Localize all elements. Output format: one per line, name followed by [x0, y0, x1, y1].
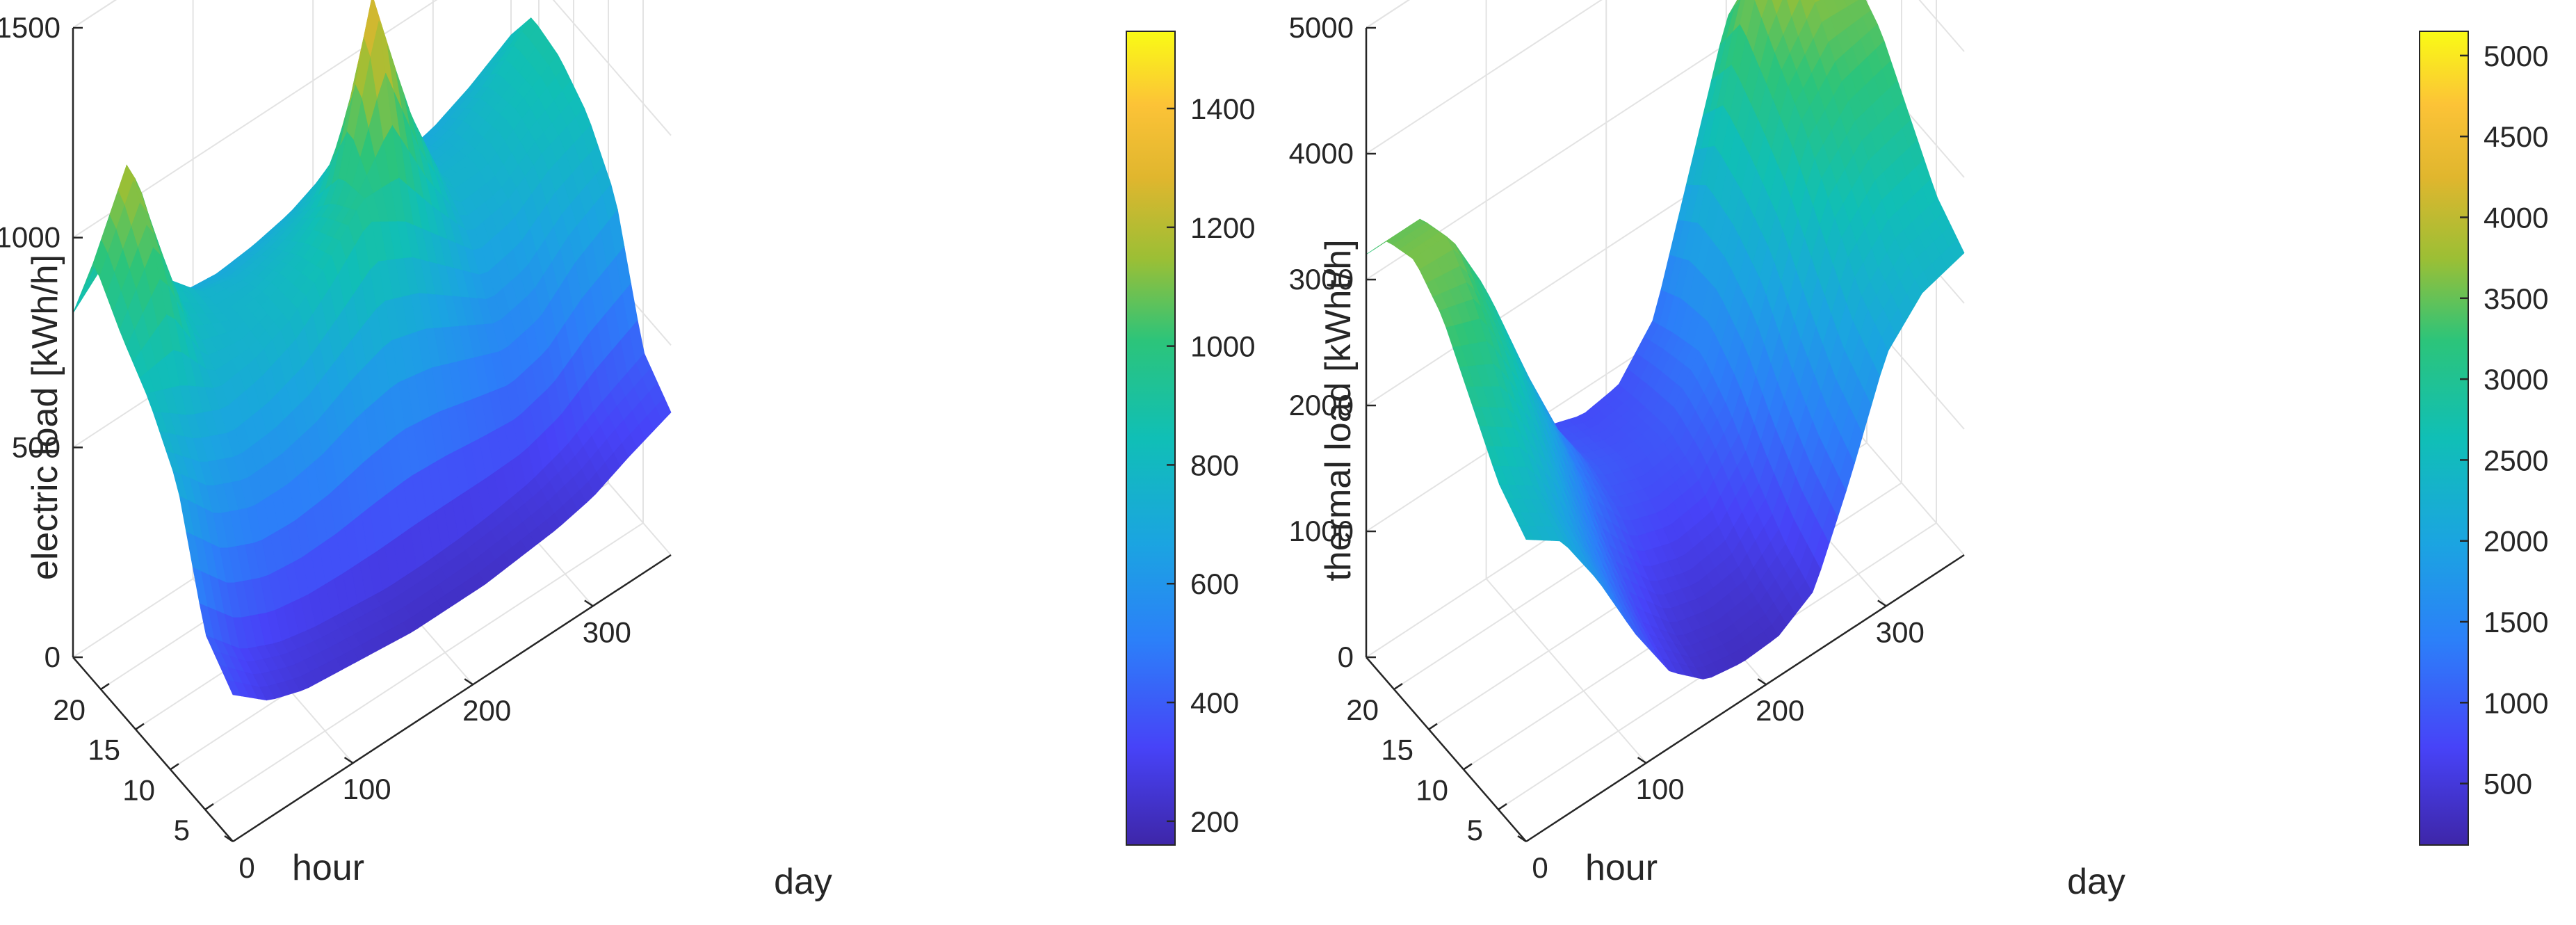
y-tick: [1498, 804, 1507, 810]
electric-colorbar: 200 400 600 800 1000 1200 1400: [1126, 31, 1255, 845]
colorbar-tick-label: 3000: [2484, 363, 2548, 396]
y-tick-label: 15: [1381, 734, 1413, 766]
y-tick: [136, 724, 144, 730]
thermal-ylabel: hour: [1585, 848, 1658, 888]
y-tick-label: 10: [1416, 773, 1448, 806]
thermal-zlabel: thermal load [kWht/h]: [1318, 239, 1359, 581]
electric-load-surface: [73, 0, 671, 700]
y-tick: [170, 764, 179, 769]
colorbar-tick-label: 3500: [2484, 282, 2548, 315]
gridline-z: [73, 0, 511, 28]
colorbar-tick-label: 800: [1190, 449, 1239, 481]
y-tick-label: 20: [53, 693, 86, 726]
x-tick-label: 0: [1532, 851, 1548, 884]
y-tick: [101, 684, 109, 689]
thermal-colorbar: 500 1000 1500 2000 2500 3000 3500 4000 4500 5000: [2420, 31, 2548, 845]
y-tick: [205, 804, 213, 810]
x-tick-label: 300: [583, 616, 631, 648]
colorbar-tick-label: 2500: [2484, 444, 2548, 476]
thermal-xlabel: day: [2067, 862, 2125, 902]
colorbar-tick-label: 1500: [2484, 606, 2548, 638]
colorbar-tick-label: 4500: [2484, 120, 2548, 153]
x-tick-label: 0: [238, 851, 254, 884]
electric-colorbar-bar: [1126, 31, 1175, 845]
z-tick-label: 1500: [0, 11, 60, 44]
x-tick-label: 100: [1636, 773, 1685, 805]
y-tick-label: 5: [1467, 814, 1483, 846]
z-tick-label: 1000: [0, 221, 60, 254]
x-tick-label: 100: [343, 773, 391, 805]
electric-zlabel: electric load [kWh/h]: [25, 255, 65, 580]
electric-ylabel: hour: [292, 848, 364, 888]
y-tick-label: 15: [88, 734, 120, 766]
colorbar-tick-label: 1000: [1190, 330, 1255, 363]
colorbar-tick-label: 4000: [2484, 201, 2548, 234]
z-tick-label: 5000: [1289, 11, 1354, 44]
y-tick: [1394, 684, 1402, 689]
y-tick-label: 5: [174, 814, 190, 846]
x-tick-label: 300: [1876, 616, 1925, 648]
z-tick-label: 0: [1338, 641, 1354, 673]
colorbar-tick-label: 600: [1190, 568, 1239, 600]
x-tick-label: 200: [1756, 694, 1804, 727]
colorbar-tick-label: 5000: [2484, 40, 2548, 72]
z-tick-label: 0: [44, 641, 60, 673]
colorbar-tick-label: 200: [1190, 805, 1239, 838]
colorbar-tick-label: 500: [2484, 768, 2532, 801]
electric-xlabel: day: [774, 862, 832, 902]
thermal-load-surface: [1366, 0, 1964, 679]
colorbar-tick-label: 400: [1190, 686, 1239, 719]
thermal-colorbar-bar: [2420, 31, 2468, 845]
colorbar-tick-label: 1200: [1190, 211, 1255, 244]
colorbar-tick-label: 1400: [1190, 92, 1255, 125]
y-tick-label: 20: [1346, 693, 1379, 726]
colorbar-tick-label: 2000: [2484, 525, 2548, 558]
colorbar-tick-label: 1000: [2484, 686, 2548, 719]
y-tick: [1429, 724, 1437, 730]
y-tick-label: 10: [122, 773, 155, 806]
z-tick-label: 4000: [1289, 137, 1354, 170]
surface-patch: [81, 262, 97, 300]
y-tick: [1464, 764, 1472, 769]
x-tick-label: 200: [462, 694, 511, 727]
